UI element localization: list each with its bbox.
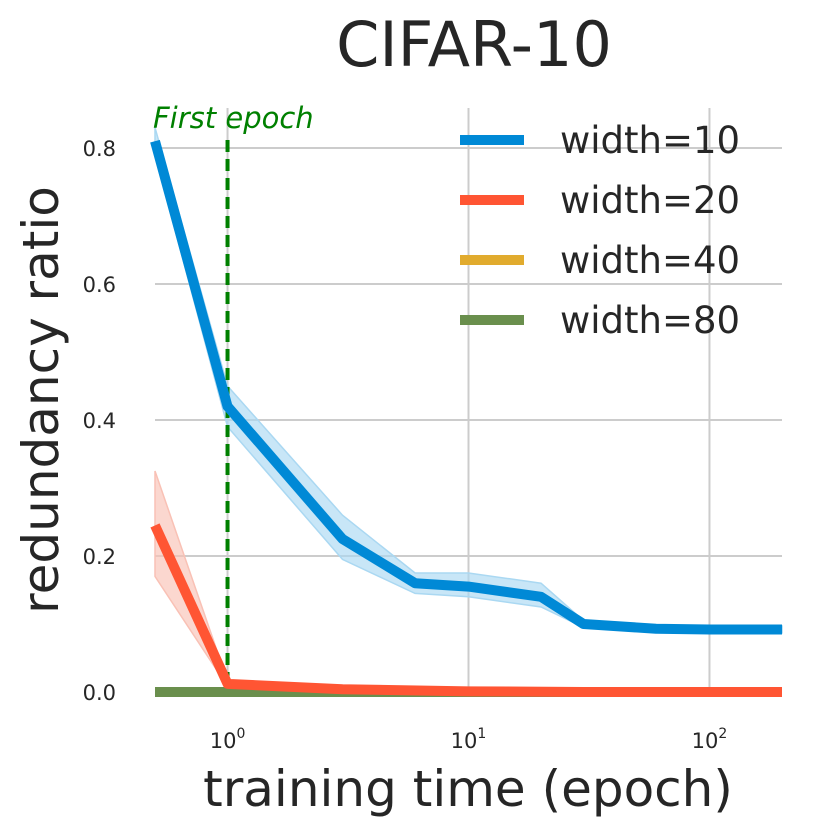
- legend-label: width=40: [560, 239, 740, 282]
- x-axis-label: training time (epoch): [203, 760, 733, 818]
- series-lines: [150, 139, 782, 697]
- legend: width=10 width=20 width=40 width=80: [460, 119, 740, 342]
- series-line: [150, 523, 782, 697]
- x-tick-label: 101: [451, 726, 487, 753]
- chart-title: CIFAR-10: [336, 8, 612, 81]
- y-tick-label: 0.6: [83, 273, 116, 297]
- x-tick-label: 102: [692, 726, 728, 753]
- y-tick-label: 0.4: [83, 409, 116, 433]
- tick-labels: 0.0 0.2 0.4 0.6 0.8 100 101 102: [83, 137, 728, 753]
- y-tick-label: 0.0: [83, 681, 116, 705]
- y-tick-label: 0.8: [83, 137, 116, 161]
- legend-label: width=80: [560, 299, 740, 342]
- legend-label: width=10: [560, 119, 740, 162]
- series-line: [150, 139, 782, 635]
- first-epoch-annotation: First epoch: [153, 101, 314, 135]
- x-tick-label: 100: [210, 726, 246, 753]
- y-axis-label: redundancy ratio: [12, 186, 70, 614]
- y-tick-label: 0.2: [83, 545, 116, 569]
- legend-label: width=20: [560, 179, 740, 222]
